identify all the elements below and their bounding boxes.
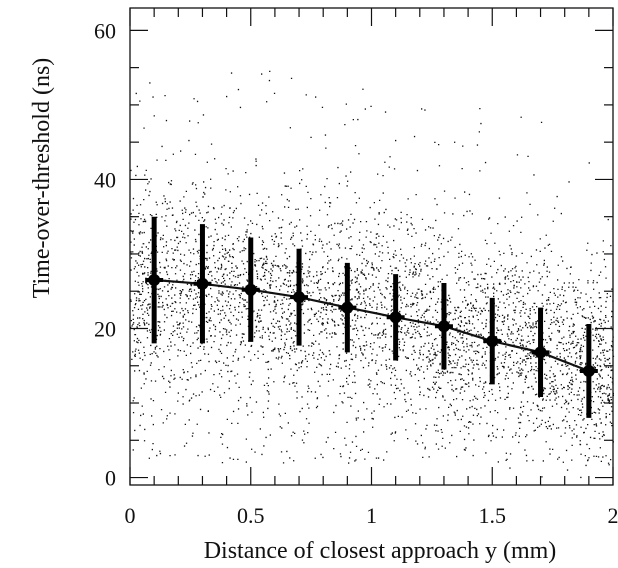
x-tick-label: 1 [366, 503, 377, 528]
profile-line [154, 278, 590, 373]
x-tick-label: 0 [125, 503, 136, 528]
axis-ticks [129, 8, 614, 485]
x-tick-label: 1.5 [479, 503, 507, 528]
y-tick-label: 40 [94, 167, 116, 192]
profile-point [148, 274, 161, 287]
profile-point [341, 301, 354, 314]
profile-point [244, 283, 257, 296]
y-tick-label: 20 [94, 316, 116, 341]
x-tick-label: 0.5 [237, 503, 265, 528]
y-tick-label: 0 [105, 466, 116, 491]
profile-point [437, 320, 450, 333]
profile-point [582, 364, 595, 377]
x-axis-label: Distance of closest approach y (mm) [204, 538, 557, 564]
profile-point [293, 291, 306, 304]
profile-series [145, 216, 598, 418]
y-tick-label: 60 [94, 18, 116, 43]
y-axis-label: Time-over-threshold (ns) [29, 58, 55, 299]
profile-point [196, 277, 209, 290]
profile-point [534, 346, 547, 359]
profile-point [486, 335, 499, 348]
profile-point [389, 311, 402, 324]
x-tick-label: 2 [608, 503, 618, 528]
